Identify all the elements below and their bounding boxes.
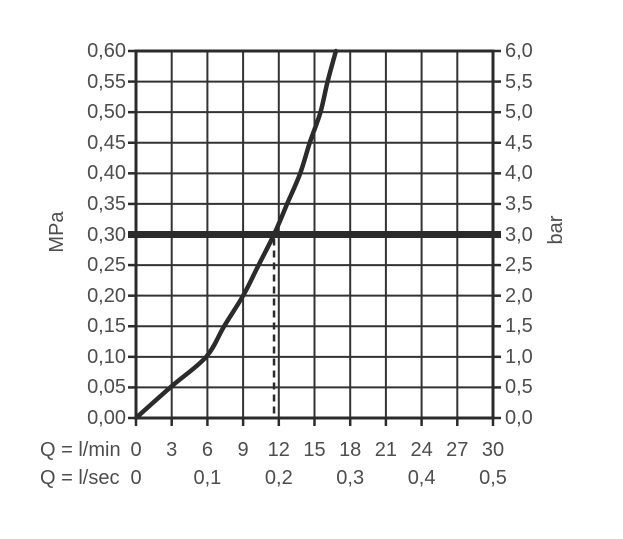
x-axis-lmin-tick-label: 27: [446, 439, 469, 461]
x-axis-lmin-tick-label: 24: [410, 439, 433, 461]
right-axis-tick-label: 5,0: [505, 101, 533, 124]
right-axis-tick-label: 6,0: [505, 40, 533, 62]
left-axis-tick-label: 0,25: [87, 254, 126, 277]
right-axis-tick-label: 3,0: [505, 223, 533, 246]
left-axis-tick-label: 0,05: [87, 376, 126, 399]
x-axis-lmin-tick-label: 0: [130, 439, 142, 461]
x-axis-lsec-tick-label: 0,1: [193, 467, 222, 489]
x-axis-lsec-tick-label: 0,2: [264, 467, 293, 489]
left-axis-tick-label: 0,50: [87, 101, 126, 124]
x-axis-lmin-title: Q = l/min: [40, 439, 121, 461]
x-axis-lsec-title: Q = l/sec: [40, 467, 120, 489]
x-axis-lmin-tick-label: 9: [237, 439, 249, 461]
right-axis-tick-label: 4,0: [505, 162, 533, 185]
left-axis-tick-label: 0,60: [87, 40, 126, 62]
left-axis-tick-label: 0,30: [87, 223, 126, 246]
right-axis-tick-label: 0,5: [505, 376, 533, 399]
x-axis-lmin-tick-label: 6: [201, 439, 213, 461]
left-axis-tick-label: 0,15: [87, 315, 126, 338]
right-axis-unit-label: bar: [545, 215, 567, 245]
right-axis-tick-label: 0,0: [505, 407, 533, 429]
x-axis-lmin-tick-label: 18: [339, 439, 362, 461]
left-axis-tick-label: 0,40: [87, 162, 126, 185]
right-axis-tick-label: 2,5: [505, 254, 533, 277]
left-axis-tick-label: 0,55: [87, 70, 126, 93]
x-axis-lmin-tick-label: 30: [481, 439, 505, 461]
x-axis-lmin-tick-label: 12: [267, 439, 290, 461]
flow-pressure-curve: [133, 48, 339, 421]
x-axis-lsec-tick-label: 0: [130, 467, 142, 489]
x-axis-lsec-tick-label: 0,3: [336, 467, 365, 489]
left-axis-unit-label: MPa: [46, 211, 68, 253]
right-axis-tick-label: 4,5: [505, 131, 533, 154]
x-axis-lmin-tick-label: 21: [374, 439, 398, 461]
right-axis-tick-label: 5,5: [505, 70, 533, 93]
x-axis-lmin-tick-label: 15: [303, 439, 326, 461]
right-axis-tick-label: 1,5: [505, 315, 533, 338]
left-axis-tick-label: 0,45: [87, 131, 126, 154]
left-axis-tick-label: 0,10: [87, 345, 126, 368]
x-axis-lsec-tick-label: 0,5: [479, 467, 507, 489]
right-axis-tick-label: 2,0: [505, 284, 533, 307]
left-axis-tick-label: 0,20: [87, 284, 126, 307]
left-axis-tick-label: 0,35: [87, 192, 126, 215]
x-axis-lsec-tick-label: 0,4: [407, 467, 436, 489]
left-axis-tick-label: 0,00: [87, 407, 126, 429]
x-axis-lmin-tick-label: 3: [166, 439, 178, 461]
right-axis-tick-label: 1,0: [505, 345, 533, 368]
right-axis-tick-label: 3,5: [505, 192, 533, 215]
